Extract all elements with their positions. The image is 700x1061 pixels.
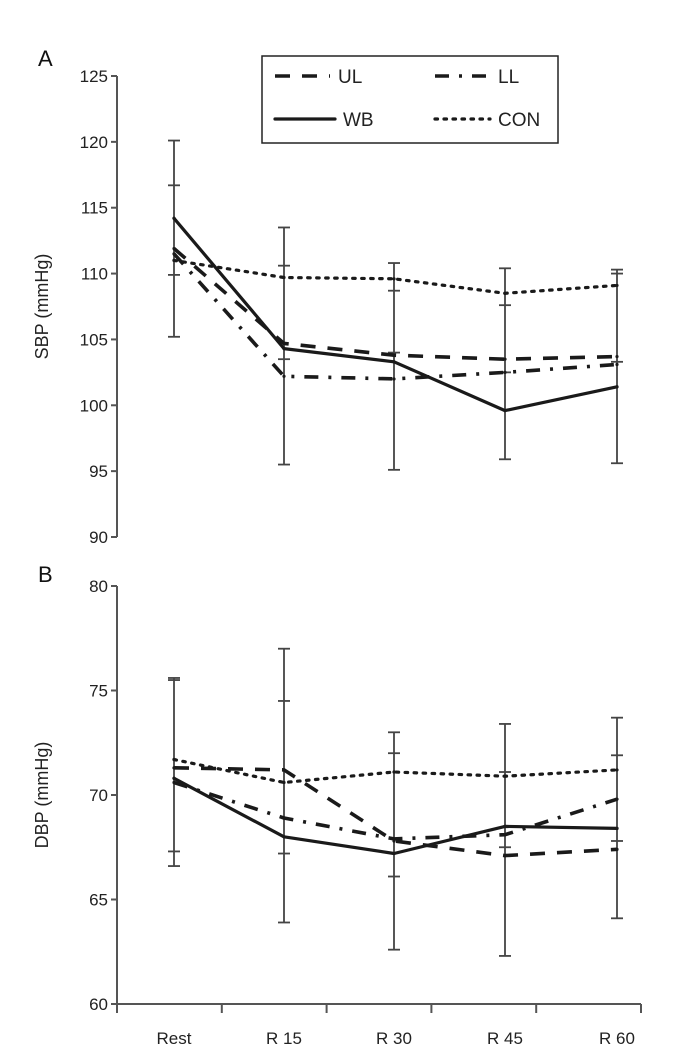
data-point-con <box>172 258 176 262</box>
panel-label: A <box>38 46 53 71</box>
data-point-ll <box>282 374 286 378</box>
y-tick-label: 60 <box>89 995 108 1014</box>
y-tick-label: 110 <box>81 265 108 284</box>
data-point-con <box>615 283 619 288</box>
data-point-wb <box>615 826 619 831</box>
series-line-ll <box>172 252 618 381</box>
y-tick-label: 70 <box>89 786 108 805</box>
data-point-ul <box>392 353 396 357</box>
data-point-ul <box>503 854 507 858</box>
y-tick-label: 125 <box>80 67 108 86</box>
data-point-con <box>282 275 286 280</box>
series-line-ll <box>173 780 618 841</box>
data-point-ll <box>615 362 619 367</box>
series-line-ul <box>173 766 618 858</box>
x-tick-label: R 60 <box>599 1029 635 1048</box>
data-point-wb <box>282 347 286 351</box>
data-point-ll <box>392 377 396 381</box>
panel-label: B <box>38 562 53 587</box>
y-tick-label: 75 <box>89 682 108 701</box>
series-line-wb <box>172 776 619 856</box>
data-point-ul <box>615 354 619 359</box>
x-tick-label: R 15 <box>266 1029 302 1048</box>
y-tick-label: 65 <box>89 891 108 910</box>
series-line-con <box>172 258 619 295</box>
legend-label-con: CON <box>498 110 540 131</box>
y-tick-label: 90 <box>89 528 108 547</box>
legend-label-ll: LL <box>498 67 519 88</box>
data-point-con <box>172 757 176 762</box>
data-point-ll <box>282 816 286 820</box>
data-point-ul <box>615 847 619 851</box>
x-tick-label: Rest <box>157 1029 192 1048</box>
x-tick-label: R 45 <box>487 1029 523 1048</box>
data-point-ul <box>503 357 507 361</box>
panel-a: A 90 95 100 105 110 115 120 125 SBP (mmHg) UL LL WB C… <box>32 46 623 547</box>
data-point-con <box>503 774 507 778</box>
data-point-wb <box>503 408 507 413</box>
series-line-wb <box>172 216 619 413</box>
data-point-ul <box>282 341 286 345</box>
y-tick-label: 120 <box>80 133 108 152</box>
data-point-wb <box>172 216 176 220</box>
legend: UL LL WB CON <box>261 55 559 144</box>
data-point-ul <box>172 246 176 251</box>
data-point-ll <box>503 833 507 837</box>
y-tick-label: 80 <box>89 577 108 596</box>
series-line-con <box>172 757 619 785</box>
data-point-wb <box>172 776 176 780</box>
series-line-ul <box>172 247 618 362</box>
data-point-wb <box>392 360 396 364</box>
y-axis-title: SBP (mmHg) <box>32 254 52 360</box>
panel-b: B 60 65 70 75 80 DBP (mmHg) Rest R 15 R 30 R 45 R 6… <box>32 562 642 1048</box>
data-point-ul <box>282 768 286 772</box>
data-point-con <box>392 770 396 774</box>
data-point-wb <box>392 851 396 856</box>
y-tick-label: 105 <box>80 330 108 349</box>
data-point-wb <box>503 824 507 828</box>
data-point-ll <box>392 837 396 841</box>
data-point-con <box>615 768 619 772</box>
y-tick-label: 95 <box>89 462 108 481</box>
y-tick-label: 100 <box>80 396 108 415</box>
data-point-con <box>503 291 507 295</box>
data-point-wb <box>615 385 619 389</box>
data-point-ul <box>172 766 176 770</box>
y-tick-label: 115 <box>81 199 108 218</box>
legend-label-ul: UL <box>338 67 362 88</box>
legend-label-wb: WB <box>343 110 374 131</box>
data-point-ll <box>615 797 619 801</box>
data-point-ll <box>172 780 176 785</box>
data-point-wb <box>282 835 286 839</box>
y-axis-title: DBP (mmHg) <box>32 742 52 849</box>
data-point-ll <box>503 370 507 374</box>
data-point-con <box>282 780 286 785</box>
data-point-ll <box>172 252 176 256</box>
x-tick-label: R 30 <box>376 1029 412 1048</box>
data-point-con <box>392 277 396 281</box>
legend-box <box>261 55 559 144</box>
